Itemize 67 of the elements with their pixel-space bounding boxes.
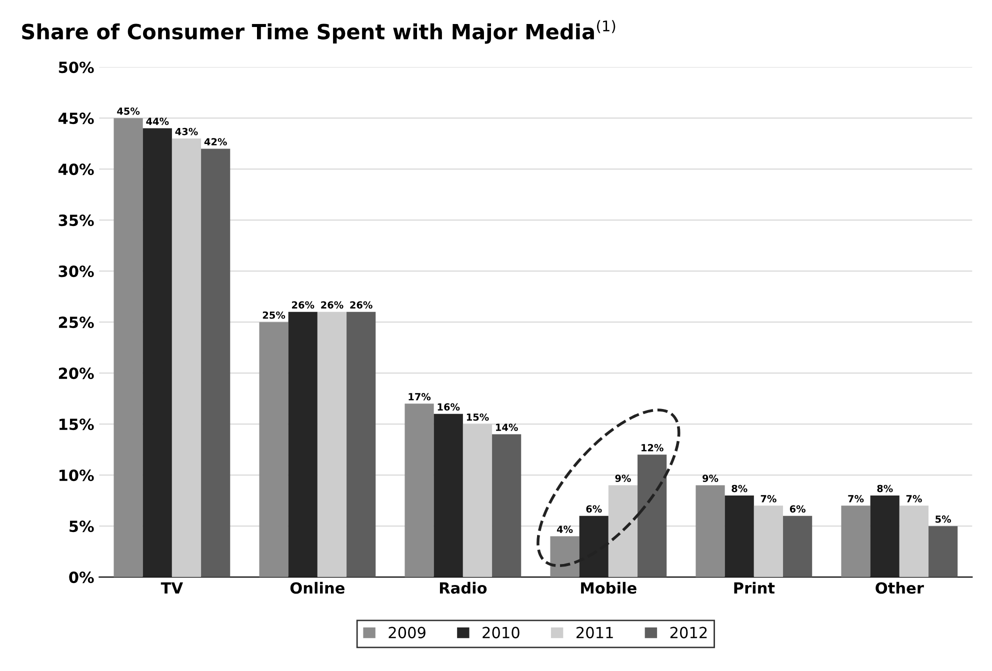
x-tick-label: TV xyxy=(160,582,183,594)
data-label: 12% xyxy=(642,444,664,452)
x-tick-label: Online xyxy=(290,582,344,594)
bar xyxy=(754,506,784,578)
chart-title: Share of Consumer Time Spent with Major Media$^{(1)}$ xyxy=(22,20,616,44)
bar xyxy=(317,312,347,578)
y-tick-label: 45% xyxy=(58,112,94,124)
data-label: 7% xyxy=(906,495,922,502)
data-label: 8% xyxy=(877,484,893,492)
data-label: 5% xyxy=(936,515,952,523)
x-tick-label: Other xyxy=(876,582,924,594)
y-tick-label: 50% xyxy=(58,62,94,74)
data-label: 6% xyxy=(586,505,602,513)
data-label: 15% xyxy=(466,413,489,421)
data-label: 44% xyxy=(146,118,169,126)
bar xyxy=(259,322,288,578)
x-tick-label: Radio xyxy=(440,582,487,594)
legend-label: 2009 xyxy=(388,626,426,638)
bar xyxy=(841,506,870,578)
bar xyxy=(492,434,522,578)
y-tick-label: 35% xyxy=(58,214,94,226)
legend-label: 2010 xyxy=(482,626,520,638)
y-tick-label: 20% xyxy=(58,368,94,380)
bar xyxy=(172,138,202,578)
data-label: 16% xyxy=(438,403,460,411)
bar xyxy=(288,312,318,578)
bar xyxy=(724,495,754,578)
data-label: 43% xyxy=(175,128,198,136)
data-label: 7% xyxy=(848,495,864,502)
bar xyxy=(638,454,667,578)
data-label: 8% xyxy=(732,484,748,492)
data-label: 42% xyxy=(204,138,227,146)
data-label: 7% xyxy=(760,495,776,502)
bar xyxy=(870,495,900,578)
y-tick-label: 10% xyxy=(59,470,94,482)
bar xyxy=(608,485,638,578)
y-tick-label: 15% xyxy=(59,418,94,430)
data-label: 6% xyxy=(790,505,806,513)
bar xyxy=(201,148,230,578)
data-label: 9% xyxy=(615,474,631,482)
bar xyxy=(142,128,172,578)
bar xyxy=(550,536,580,578)
y-tick-label: 25% xyxy=(58,316,94,328)
data-label: 17% xyxy=(408,393,431,400)
bar xyxy=(783,516,812,578)
bar xyxy=(434,414,463,578)
y-tick-label: 5% xyxy=(70,520,94,532)
bar xyxy=(928,526,958,578)
data-label: 9% xyxy=(702,474,718,482)
legend-label: 2012 xyxy=(670,626,707,638)
bar xyxy=(114,118,143,578)
y-tick-label: 0% xyxy=(69,572,94,584)
legend-label: 2011 xyxy=(576,626,613,638)
data-label: 25% xyxy=(262,311,286,319)
data-label: 26% xyxy=(292,301,314,309)
y-tick-label: 40% xyxy=(58,164,94,176)
data-label: 26% xyxy=(321,301,344,309)
data-label: 45% xyxy=(117,107,140,115)
x-tick-label: Print xyxy=(734,582,775,594)
data-label: 4% xyxy=(556,526,573,533)
bar xyxy=(696,485,725,578)
x-tick-label: Mobile xyxy=(581,582,636,594)
data-label: 26% xyxy=(350,301,372,309)
bar xyxy=(404,404,434,578)
data-label: 14% xyxy=(496,424,518,431)
y-tick-label: 30% xyxy=(58,266,94,278)
bar xyxy=(346,312,376,578)
